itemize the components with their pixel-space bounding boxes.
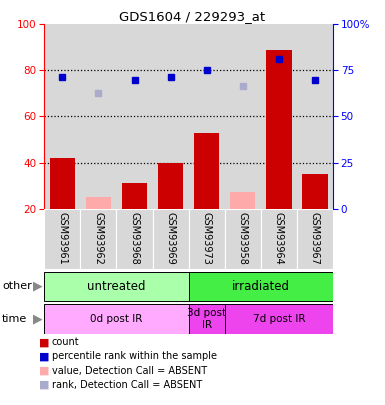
Bar [194, 132, 219, 209]
Text: 7d post IR: 7d post IR [253, 314, 305, 324]
Text: count: count [52, 337, 80, 347]
FancyBboxPatch shape [44, 209, 80, 269]
Text: ■: ■ [38, 366, 49, 375]
FancyBboxPatch shape [189, 209, 225, 269]
Bar [225, 24, 261, 209]
Bar [50, 158, 75, 209]
Text: GSM93961: GSM93961 [57, 211, 67, 264]
FancyBboxPatch shape [44, 272, 189, 301]
Bar [302, 174, 328, 209]
Text: GDS1604 / 229293_at: GDS1604 / 229293_at [119, 10, 266, 23]
Text: ■: ■ [38, 337, 49, 347]
Bar [44, 24, 80, 209]
Text: percentile rank within the sample: percentile rank within the sample [52, 352, 217, 361]
Text: 0d post IR: 0d post IR [90, 314, 143, 324]
Bar [122, 183, 147, 209]
Text: GSM93967: GSM93967 [310, 211, 320, 264]
Bar [297, 24, 333, 209]
FancyBboxPatch shape [80, 209, 116, 269]
Text: ▶: ▶ [33, 312, 43, 325]
FancyBboxPatch shape [261, 209, 297, 269]
Text: ▶: ▶ [33, 280, 43, 293]
Text: rank, Detection Call = ABSENT: rank, Detection Call = ABSENT [52, 380, 202, 390]
FancyBboxPatch shape [152, 209, 189, 269]
Bar [158, 162, 183, 209]
FancyBboxPatch shape [189, 305, 225, 334]
FancyBboxPatch shape [116, 209, 152, 269]
Text: other: other [2, 281, 32, 291]
Bar [86, 197, 111, 209]
FancyBboxPatch shape [189, 272, 333, 301]
Text: ■: ■ [38, 380, 49, 390]
Bar [189, 24, 225, 209]
FancyBboxPatch shape [44, 305, 189, 334]
Text: GSM93958: GSM93958 [238, 211, 248, 264]
Bar [266, 50, 291, 209]
Text: GSM93968: GSM93968 [129, 211, 139, 264]
FancyBboxPatch shape [225, 209, 261, 269]
Text: 3d post
IR: 3d post IR [187, 308, 226, 330]
Bar [152, 24, 189, 209]
Text: GSM93964: GSM93964 [274, 211, 284, 264]
FancyBboxPatch shape [225, 305, 333, 334]
FancyBboxPatch shape [297, 209, 333, 269]
Bar [116, 24, 152, 209]
Bar [230, 192, 255, 209]
Text: GSM93969: GSM93969 [166, 211, 176, 264]
Text: time: time [2, 314, 27, 324]
Text: value, Detection Call = ABSENT: value, Detection Call = ABSENT [52, 366, 207, 375]
Text: ■: ■ [38, 352, 49, 361]
Text: untreated: untreated [87, 280, 146, 293]
Bar [80, 24, 116, 209]
Text: GSM93973: GSM93973 [202, 211, 212, 264]
Bar [261, 24, 297, 209]
Text: irradiated: irradiated [232, 280, 290, 293]
Text: GSM93962: GSM93962 [94, 211, 104, 264]
